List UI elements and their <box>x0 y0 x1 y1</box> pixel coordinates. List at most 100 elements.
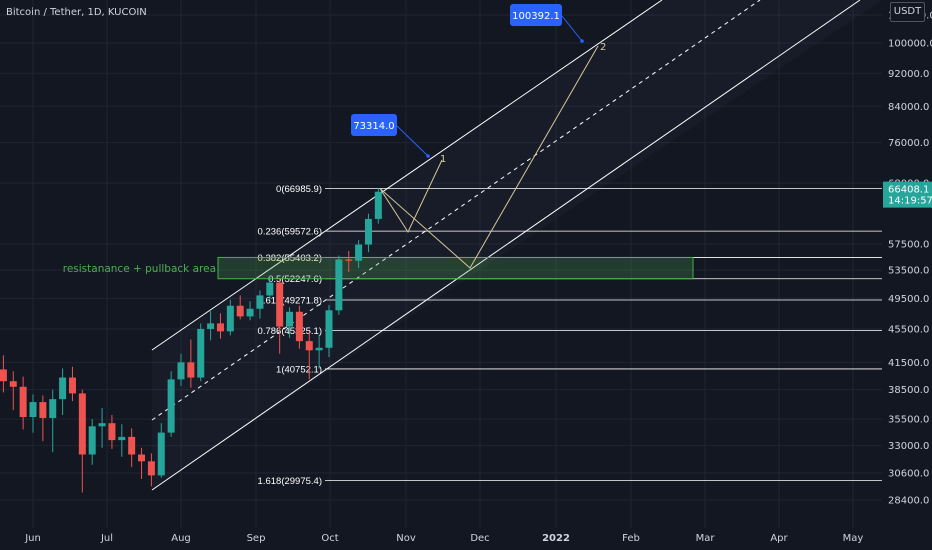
price-tick-label: 33000.0 <box>888 441 929 452</box>
time-tick-label: 2022 <box>542 533 570 544</box>
price-tick-label: 92000.0 <box>888 69 929 80</box>
candle-body <box>78 393 86 455</box>
time-tick-label: Oct <box>321 533 338 544</box>
candle-body <box>374 191 382 219</box>
time-tick-label: Feb <box>622 533 640 544</box>
fib-level-label: 1(40752.1) <box>276 364 322 375</box>
time-tick-label: Jul <box>100 533 113 544</box>
candle-body <box>197 328 205 378</box>
target-callouts: 73314.0 100392.1 <box>351 4 584 158</box>
callout-leader <box>561 15 583 42</box>
candle-body <box>177 362 185 380</box>
countdown-label: 14:19:57 <box>888 196 932 207</box>
price-tick-label: 57500.0 <box>888 239 929 250</box>
channel-lower-line <box>151 0 861 491</box>
candle-body <box>345 259 353 261</box>
candle-body <box>29 402 37 418</box>
fib-level-label: 0.382(55403.2) <box>258 253 322 264</box>
candle-body <box>147 461 155 476</box>
time-tick-label: Mar <box>696 533 716 544</box>
fib-level-label: 0.618(49271.8) <box>258 296 322 307</box>
callout-point <box>580 39 584 43</box>
candle-body <box>286 311 294 327</box>
last-price-marker <box>883 181 932 208</box>
candle-body <box>49 399 57 419</box>
time-axis[interactable]: Jun Jul Aug Sep Oct Nov Dec 2022 Feb Mar Apr May <box>0 528 932 550</box>
price-axis-bg <box>882 0 932 550</box>
candle-body <box>167 379 175 433</box>
candle-body <box>187 362 195 378</box>
time-tick-label: Jun <box>24 533 41 544</box>
time-tick-label: Aug <box>171 533 191 544</box>
candle-body <box>0 369 7 382</box>
candle-body <box>68 377 76 394</box>
candle-body <box>9 381 17 387</box>
candle-body <box>226 305 234 332</box>
symbol-title: Bitcoin / Tether, 1D, KUCOIN <box>6 7 147 18</box>
candle-body <box>256 295 264 309</box>
fib-level-label: 0.236(59572.6) <box>258 227 322 238</box>
channel-fill <box>152 0 882 490</box>
candle-body <box>295 311 303 342</box>
callout-point <box>426 154 430 158</box>
price-tick-label: 41500.0 <box>888 358 929 369</box>
time-tick-label: Apr <box>770 533 788 544</box>
callout-box <box>510 4 562 26</box>
wave-2-path <box>379 45 599 269</box>
candle-body <box>315 347 323 351</box>
price-tick-label: 76000.0 <box>888 138 929 149</box>
time-tick-label: May <box>843 533 864 544</box>
candle-body <box>138 454 146 462</box>
wave-2-label: 2 <box>600 42 606 53</box>
candle-body <box>98 423 106 427</box>
wave-1-path <box>379 159 443 234</box>
price-tick-label: 49500.0 <box>888 294 929 305</box>
candle-body <box>59 377 67 400</box>
pitchfork-channel <box>151 0 882 491</box>
price-tick-label: 100000.0 <box>888 39 932 50</box>
fib-level-label: 1.618(29975.4) <box>258 476 322 487</box>
channel-upper-line <box>151 0 663 351</box>
candle-body <box>246 308 254 317</box>
price-tick-label: 84000.0 <box>888 102 929 113</box>
candle-body <box>325 310 333 348</box>
candle-body <box>276 282 284 327</box>
candle-body <box>118 436 126 441</box>
currency-badge[interactable]: USDT <box>890 2 925 22</box>
callout-box <box>351 114 397 136</box>
candle-body <box>207 323 215 329</box>
time-tick-label: Nov <box>396 533 416 544</box>
price-axis[interactable]: 28400.0 30600.0 33000.0 35500.0 38500.0 41500… <box>882 0 932 550</box>
callout-label: 100392.1 <box>512 11 560 22</box>
wave-1-label: 1 <box>440 154 446 165</box>
price-tick-label: 35500.0 <box>888 415 929 426</box>
time-tick-label: Dec <box>470 533 489 544</box>
candle-body <box>88 426 96 455</box>
price-tick-label: 30600.0 <box>888 469 929 480</box>
candle-body <box>335 259 343 311</box>
price-tick-label: 53500.0 <box>888 266 929 277</box>
candle-body <box>108 423 116 441</box>
price-tick-label: 45500.0 <box>888 324 929 335</box>
projection-paths: 12 <box>379 42 606 269</box>
fib-level-label: 0.5(52247.6) <box>268 274 322 285</box>
zone-label: resistanance + pullback area <box>63 263 216 275</box>
resistance-zone: resistanance + pullback area <box>63 256 694 280</box>
callout-label: 73314.0 <box>353 121 394 132</box>
channel-median-line <box>151 0 761 421</box>
candle-body <box>157 432 165 476</box>
fib-level-label: 0(66985.9) <box>276 184 322 195</box>
time-tick-label: Sep <box>247 533 266 544</box>
price-tick-label: 28400.0 <box>888 496 929 507</box>
last-price-label: 66408.1 <box>888 185 929 196</box>
candle-body <box>305 341 313 351</box>
candle-body <box>19 386 27 418</box>
zone-box <box>217 256 694 280</box>
candle-body <box>216 323 224 332</box>
candlestick-series <box>0 188 382 493</box>
price-tick-label: 38500.0 <box>888 385 929 396</box>
time-axis-bg <box>0 528 932 550</box>
callout-leader <box>396 125 429 157</box>
grid <box>0 0 882 528</box>
